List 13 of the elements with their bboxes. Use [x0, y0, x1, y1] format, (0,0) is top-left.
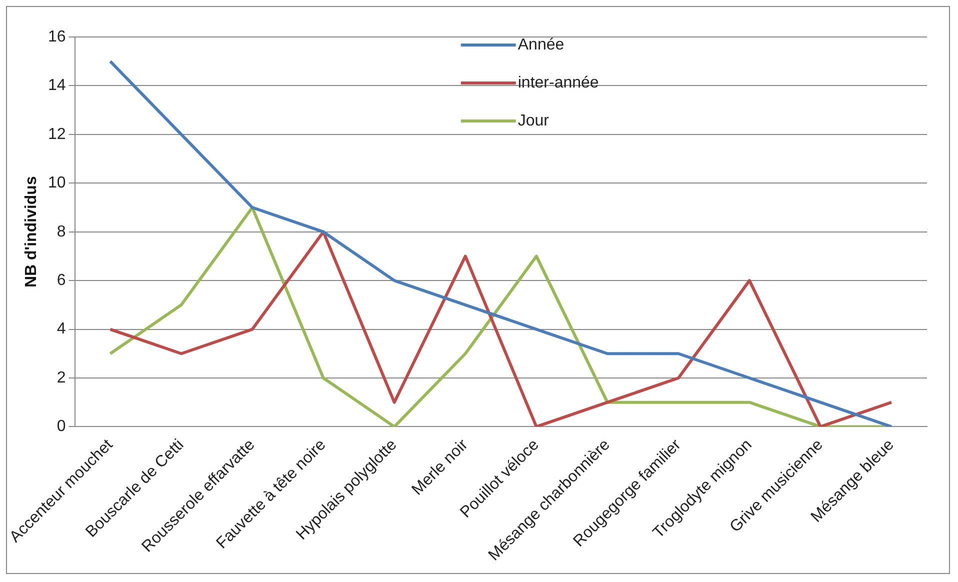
y-tick-label: 14: [48, 77, 66, 94]
y-tick-label: 6: [56, 272, 66, 289]
y-tick-label: 16: [48, 28, 66, 46]
y-tick-label: 0: [56, 418, 66, 436]
y-axis-title: NB d'individus: [22, 176, 40, 288]
y-tick-label: 4: [56, 320, 66, 338]
legend-label: Année: [518, 36, 564, 54]
y-tick-label: 8: [56, 223, 66, 240]
legend-label: Jour: [518, 112, 550, 130]
y-tick-label: 10: [48, 174, 66, 192]
y-tick-label: 12: [48, 126, 66, 143]
y-tick-label: 2: [56, 369, 66, 386]
legend-label: inter-année: [518, 74, 599, 92]
